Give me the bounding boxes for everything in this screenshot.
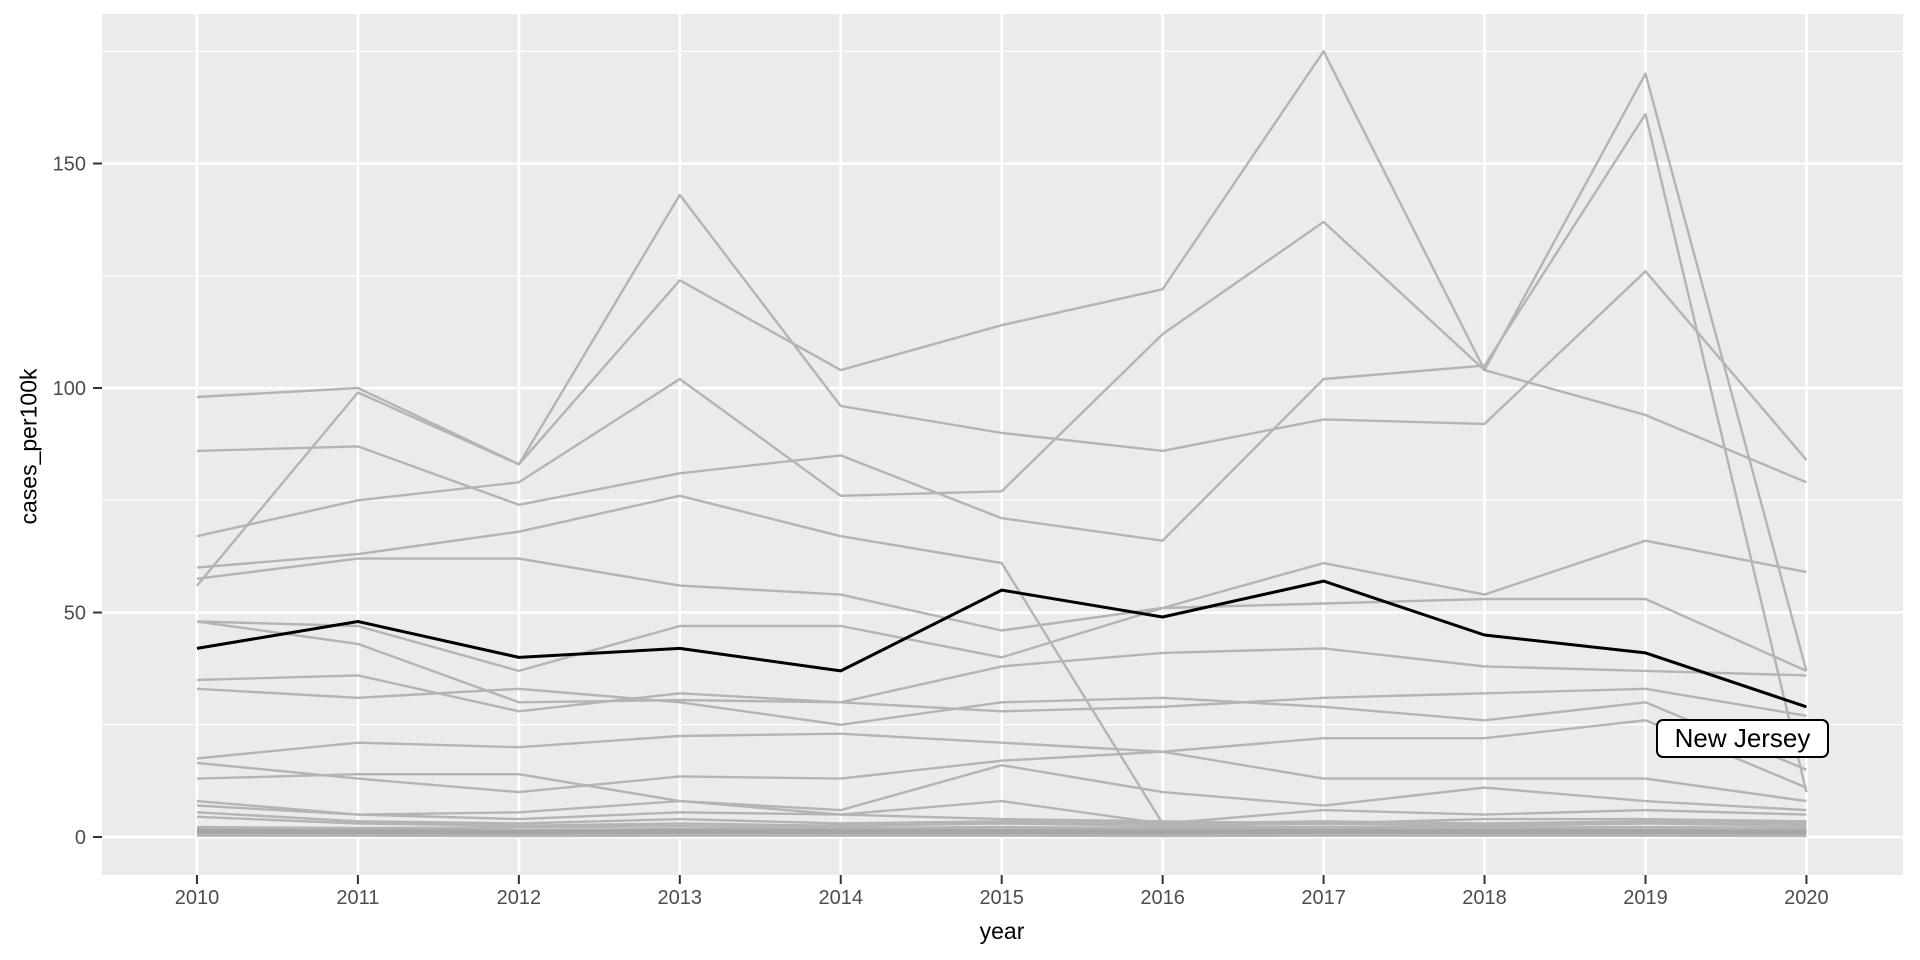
- svg-text:150: 150: [53, 154, 86, 176]
- dense-band: [196, 828, 1807, 835]
- svg-text:2017: 2017: [1301, 887, 1346, 909]
- gray-line-07: [196, 620, 1807, 717]
- x-axis-title: year: [979, 918, 1025, 944]
- gray-line-13: [196, 764, 1807, 812]
- x-axis-tick-labels: 2010 2011 2012 2013 2014 2015 2016 2017 2018 2019…: [175, 887, 1829, 909]
- svg-text:100: 100: [53, 378, 86, 400]
- gray-line-16: [196, 811, 1807, 825]
- gray-line-14: [196, 799, 1807, 825]
- gray-line-03: [196, 112, 1808, 793]
- svg-text:2010: 2010: [175, 887, 220, 909]
- gray-line-11: [196, 719, 1807, 789]
- svg-text:0: 0: [75, 827, 86, 849]
- gray-line-02: [196, 50, 1808, 672]
- gray-line-01: [196, 193, 1808, 587]
- gray-line-04: [196, 220, 1807, 538]
- state-lines: [196, 50, 1808, 838]
- y-axis-tick-labels: 0 50 100 150: [53, 154, 86, 849]
- highlight-series-label: New Jersey: [1656, 719, 1829, 758]
- gray-line-09: [196, 647, 1807, 713]
- y-axis-title: cases_per100k: [15, 368, 42, 525]
- svg-text:2013: 2013: [658, 887, 703, 909]
- svg-text:2020: 2020: [1784, 887, 1829, 909]
- gray-line-10: [196, 687, 1807, 771]
- svg-text:2018: 2018: [1462, 887, 1507, 909]
- gray-line-12: [196, 750, 1807, 803]
- svg-text:2016: 2016: [1140, 887, 1185, 909]
- gray-line-08: [196, 597, 1807, 673]
- gray-line-06: [196, 539, 1807, 632]
- gray-line-15: [196, 804, 1807, 825]
- svg-text:50: 50: [64, 603, 86, 625]
- svg-text:2012: 2012: [497, 887, 542, 909]
- gray-line-17: [196, 815, 1807, 827]
- svg-text:2014: 2014: [818, 887, 863, 909]
- gray-line-18: [196, 825, 1807, 830]
- svg-text:2019: 2019: [1623, 887, 1668, 909]
- svg-text:2015: 2015: [979, 887, 1024, 909]
- axis-tick-marks: [93, 162, 1808, 884]
- svg-text:2011: 2011: [336, 887, 379, 909]
- highlight-line-new-jersey: [196, 579, 1807, 709]
